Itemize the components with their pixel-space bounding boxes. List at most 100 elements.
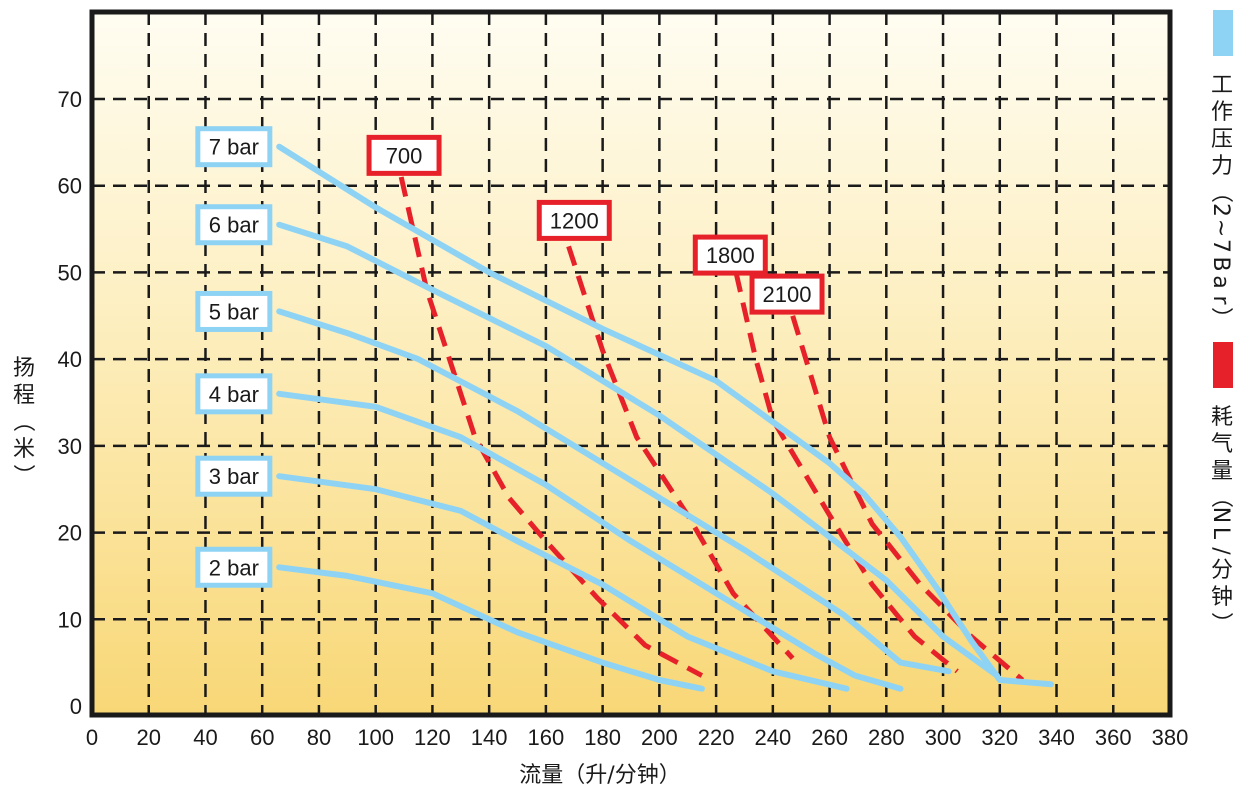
x-tick-label: 300 (925, 725, 962, 750)
air-curve-700 (398, 176, 704, 678)
pressure-label-2-bar-box (195, 546, 273, 588)
x-tick-labels: 0 20 40 60 80 100 120 140 160 180 200 220 240 260 280 3… (86, 725, 1188, 750)
y-tick-label: 40 (58, 347, 82, 372)
x-axis-title: 流量（升/分钟） (519, 763, 680, 788)
y-axis-title-char: 程 (13, 383, 35, 408)
x-tick-label: 220 (698, 725, 735, 750)
legend-label-char: N (1208, 507, 1233, 523)
legend-label-char: 耗 (1211, 405, 1233, 430)
x-tick-label: 0 (86, 725, 98, 750)
legend-label-char: 压 (1211, 127, 1233, 152)
legend-label-char: 量 (1211, 459, 1233, 484)
air-curve-2100 (790, 315, 1025, 682)
legend-label-char: 7 (1208, 239, 1233, 253)
pressure-curve-5-bar (276, 308, 952, 675)
air-curve-1200 (566, 245, 795, 660)
legend-label-char: B (1208, 256, 1233, 271)
legend-label-char: ） (1208, 612, 1233, 634)
x-tick-label: 180 (584, 725, 621, 750)
y-tick-label: 10 (58, 607, 82, 632)
y-tick-label: 20 (58, 521, 82, 546)
pressure-label-7-bar-box (195, 126, 273, 168)
x-tick-label: 140 (471, 725, 508, 750)
pressure-curve-2-bar (276, 564, 705, 692)
x-tick-label: 60 (250, 725, 274, 750)
x-tick-label: 280 (868, 725, 905, 750)
pressure-curve-4-bar (276, 390, 904, 692)
x-tick-label: 380 (1152, 725, 1189, 750)
legend-label-char: 作 (1211, 100, 1233, 125)
pressure-label-3-bar: 3 bar (195, 455, 273, 497)
legend-label-char: 钟 (1211, 585, 1233, 610)
x-tick-label: 360 (1095, 725, 1132, 750)
pressure-curve-6-bar (276, 221, 1000, 679)
air-label-1800-text: 1800 (706, 243, 755, 268)
plot-area (92, 12, 1170, 715)
y-axis-title-char: 米 (13, 437, 35, 462)
x-tick-label: 240 (754, 725, 791, 750)
x-tick-label: 260 (811, 725, 848, 750)
air-label-1200-text: 1200 (550, 208, 599, 233)
pressure-label-6-bar-box (195, 204, 273, 246)
pressure-label-6-bar-text: 6 bar (209, 213, 259, 238)
air-label-1200-box (536, 199, 612, 241)
legend-label-char: 气 (1211, 432, 1233, 457)
x-tick-label: 40 (193, 725, 217, 750)
legend-label-1: 耗气量（NL / 分钟） (1208, 405, 1233, 634)
pressure-label-7-bar-text: 7 bar (209, 135, 259, 160)
legend-label-char: L (1208, 527, 1233, 540)
air-label-2100: 2100 (749, 273, 825, 315)
legend-label-char: 分 (1211, 558, 1233, 583)
legend-label-char: ） (1208, 307, 1233, 329)
grid-lines (92, 12, 1170, 715)
legend-label-char: 2 (1208, 203, 1233, 217)
air-label-1800: 1800 (692, 234, 768, 276)
legend-label-char: ~ (1208, 219, 1233, 237)
air-label-2100-box (749, 273, 825, 315)
y-axis-title-char: 扬 (13, 356, 35, 381)
x-tick-label: 120 (414, 725, 451, 750)
y-axis-title: 扬程（ 米） (10, 356, 35, 486)
air-consumption-curves (398, 176, 1025, 682)
air-label-700-box (366, 134, 442, 176)
air-curve-1800 (733, 271, 959, 674)
pressure-label-2-bar-text: 2 bar (209, 555, 259, 580)
x-tick-label: 100 (357, 725, 394, 750)
pressure-label-2-bar: 2 bar (195, 546, 273, 588)
pressure-label-3-bar-text: 3 bar (209, 464, 259, 489)
y-tick-label: 70 (58, 87, 82, 112)
pressure-label-6-bar: 6 bar (195, 204, 273, 246)
pressure-curve-3-bar (276, 473, 850, 692)
pressure-curves (276, 143, 1054, 692)
air-label-700-text: 700 (386, 143, 423, 168)
y-tick-label: 0 (70, 694, 82, 719)
legend-label-char: a (1208, 275, 1233, 288)
y-tick-label: 30 (58, 434, 82, 459)
pressure-label-3-bar-box (195, 455, 273, 497)
y-axis-title-char: （ (10, 410, 35, 432)
y-tick-label: 50 (58, 260, 82, 285)
y-axis-title-char: ） (10, 464, 35, 486)
curve-labels: 7 bar 6 bar 5 bar 4 bar 3 bar 2 bar 700 1200 180… (195, 126, 825, 588)
air-label-700: 700 (366, 134, 442, 176)
x-tick-label: 80 (307, 725, 331, 750)
pressure-label-4-bar: 4 bar (195, 373, 273, 415)
air-label-1800-box (692, 234, 768, 276)
pressure-label-4-bar-box (195, 373, 273, 415)
legend-label-char: （ (1208, 181, 1233, 203)
legend-label-char: r (1208, 295, 1233, 305)
legend-swatch-0 (1213, 10, 1233, 56)
y-tick-labels: 0 10 20 30 40 50 60 70 (58, 87, 82, 719)
x-tick-label: 320 (981, 725, 1018, 750)
x-tick-label: 20 (136, 725, 160, 750)
legend-label-char: （ (1208, 486, 1233, 508)
pressure-label-5-bar-text: 5 bar (209, 299, 259, 324)
pressure-label-5-bar-box (195, 290, 273, 332)
air-label-1200: 1200 (536, 199, 612, 241)
pressure-label-4-bar-text: 4 bar (209, 382, 259, 407)
air-label-2100-text: 2100 (763, 282, 812, 307)
y-tick-label: 60 (58, 174, 82, 199)
